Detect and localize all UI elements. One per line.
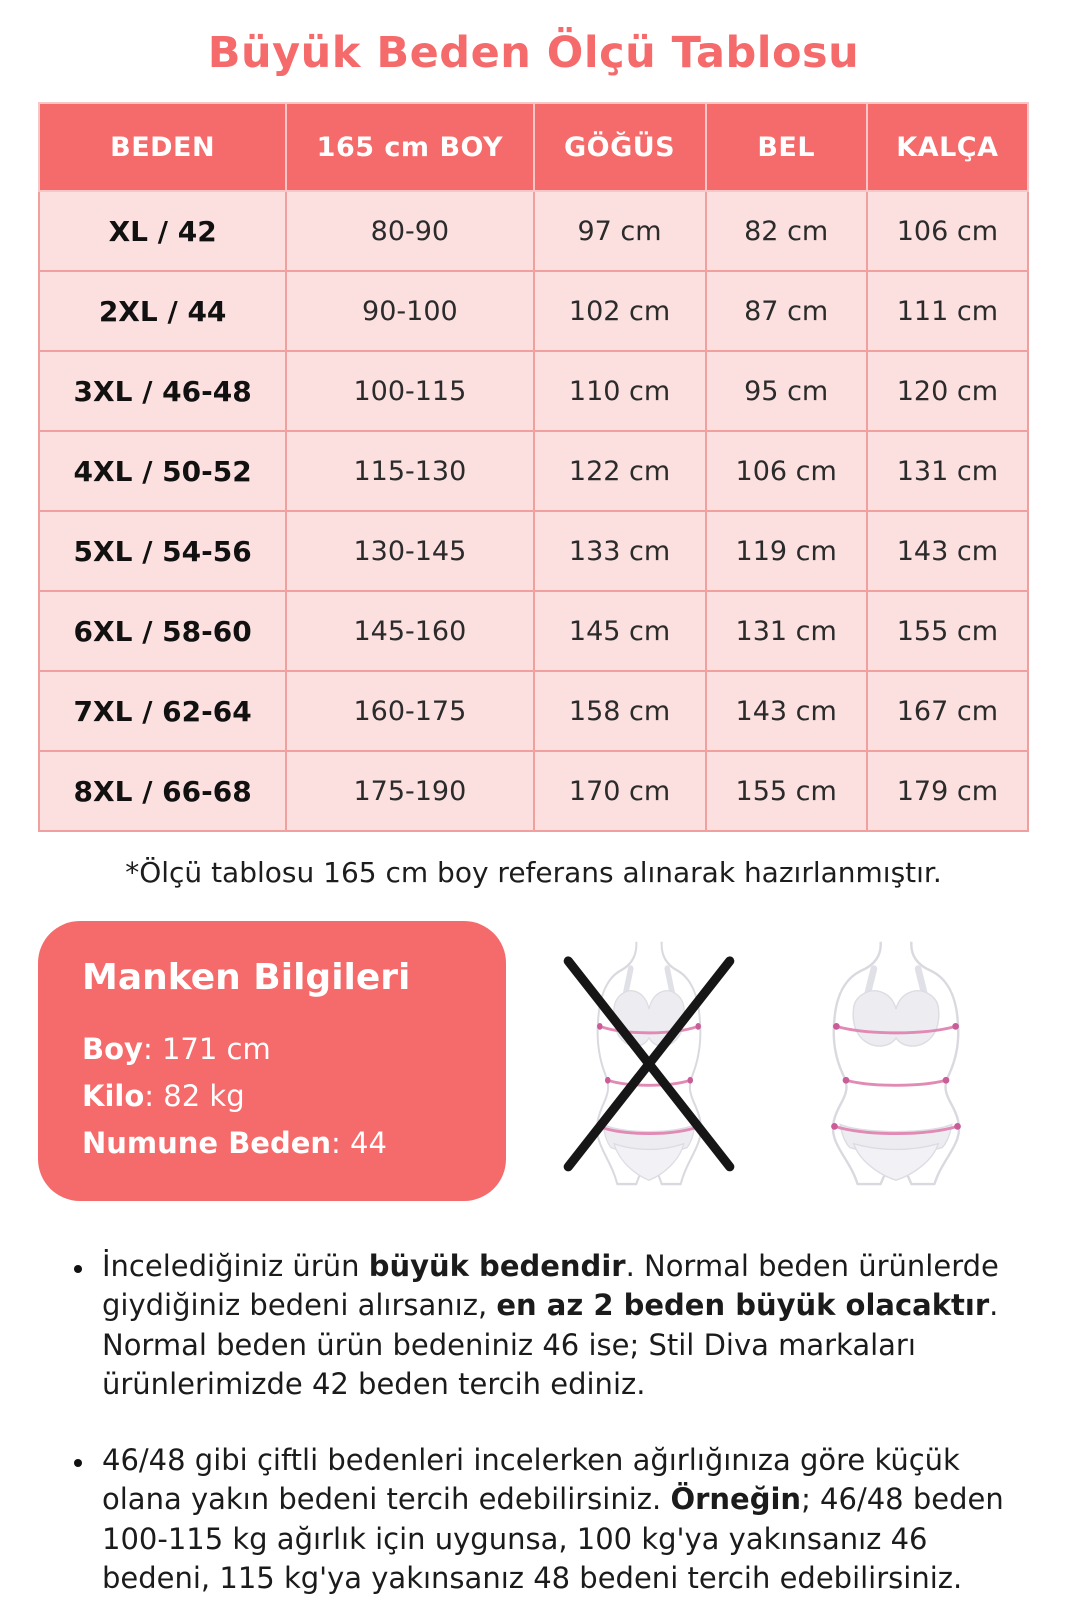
- separator: :: [142, 1032, 162, 1066]
- table-cell: 115-130: [285, 430, 535, 512]
- table-row: 6XL / 58-60 145-160 145 cm 131 cm 155 cm: [37, 590, 1030, 672]
- table-cell: 111 cm: [865, 270, 1030, 352]
- table-cell: 2XL / 44: [37, 270, 288, 352]
- model-field-value: 82 kg: [163, 1078, 245, 1113]
- table-cell: 4XL / 50-52: [37, 430, 288, 512]
- table-cell: 143 cm: [865, 510, 1030, 592]
- table-header-row: BEDEN 165 cm BOY GÖĞÜS BEL KALÇA: [37, 102, 1030, 192]
- model-field-value: 44: [350, 1125, 387, 1160]
- notes-list: İncelediğiniz ürün büyük bedendir. Norma…: [38, 1247, 1029, 1599]
- header-cell-bel: BEL: [704, 102, 868, 192]
- cross-icon: [563, 956, 735, 1172]
- plus-size-body-icon: [782, 936, 1010, 1186]
- table-cell: 155 cm: [865, 590, 1030, 672]
- table-footnote: *Ölçü tablosu 165 cm boy referans alınar…: [125, 856, 942, 889]
- size-table: BEDEN 165 cm BOY GÖĞÜS BEL KALÇA XL / 42…: [37, 102, 1030, 832]
- model-field-label: Boy: [82, 1032, 143, 1066]
- table-cell: 80-90: [285, 190, 535, 272]
- table-cell: 167 cm: [865, 670, 1030, 752]
- model-field-numune-beden: Numune Beden: 44: [82, 1120, 462, 1167]
- table-cell: 110 cm: [532, 350, 707, 432]
- table-cell: 87 cm: [704, 270, 868, 352]
- table-cell: 82 cm: [704, 190, 868, 272]
- model-info-title: Manken Bilgileri: [82, 957, 411, 998]
- wrong-body-figure: [535, 936, 763, 1186]
- table-cell: 3XL / 46-48: [37, 350, 288, 432]
- header-cell-boy: 165 cm BOY: [285, 102, 535, 192]
- header-cell-beden: BEDEN: [37, 102, 288, 192]
- header-cell-kalca: KALÇA: [865, 102, 1030, 192]
- table-cell: 97 cm: [532, 190, 707, 272]
- table-cell: 8XL / 66-68: [37, 750, 288, 832]
- page: Büyük Beden Ölçü Tablosu BEDEN 165 cm BO…: [37, 0, 1030, 1599]
- table-row: 4XL / 50-52 115-130 122 cm 106 cm 131 cm: [37, 430, 1030, 512]
- table-cell: 100-115: [285, 350, 535, 432]
- table-row: 2XL / 44 90-100 102 cm 87 cm 111 cm: [37, 270, 1030, 352]
- model-field-kilo: Kilo: 82 kg: [82, 1073, 462, 1120]
- slim-body-icon: [563, 936, 735, 1186]
- table-cell: 6XL / 58-60: [37, 590, 288, 672]
- table-cell: 170 cm: [532, 750, 707, 832]
- note-item: 46/48 gibi çiftli bedenleri incelerken a…: [96, 1441, 1029, 1599]
- header-cell-gogus: GÖĞÜS: [532, 102, 707, 192]
- table-cell: 131 cm: [704, 590, 868, 672]
- table-row: 3XL / 46-48 100-115 110 cm 95 cm 120 cm: [37, 350, 1030, 432]
- correct-body-figure: [782, 936, 1010, 1186]
- table-cell: 5XL / 54-56: [37, 510, 288, 592]
- model-field-label: Numune Beden: [82, 1125, 332, 1160]
- table-cell: 102 cm: [532, 270, 707, 352]
- table-cell: 122 cm: [532, 430, 707, 512]
- table-row: 5XL / 54-56 130-145 133 cm 119 cm 143 cm: [37, 510, 1030, 592]
- table-row: 7XL / 62-64 160-175 158 cm 143 cm 167 cm: [37, 670, 1030, 752]
- model-info-card: Manken Bilgileri Boy: 171 cm Kilo: 82 kg…: [38, 921, 506, 1201]
- table-cell: 95 cm: [704, 350, 868, 432]
- table-cell: 145-160: [285, 590, 535, 672]
- table-cell: 133 cm: [532, 510, 707, 592]
- model-field-label: Kilo: [82, 1078, 145, 1113]
- table-cell: 7XL / 62-64: [37, 670, 288, 752]
- table-cell: 175-190: [285, 750, 535, 832]
- model-field-boy: Boy: 171 cm: [82, 1026, 462, 1073]
- table-cell: 119 cm: [704, 510, 868, 592]
- note-item: İncelediğiniz ürün büyük bedendir. Norma…: [96, 1247, 1029, 1405]
- table-cell: 131 cm: [865, 430, 1030, 512]
- separator: :: [331, 1125, 351, 1160]
- table-cell: 143 cm: [704, 670, 868, 752]
- model-info-section: Manken Bilgileri Boy: 171 cm Kilo: 82 kg…: [38, 921, 1029, 1201]
- table-cell: 106 cm: [704, 430, 868, 512]
- table-cell: 155 cm: [704, 750, 868, 832]
- table-cell: 158 cm: [532, 670, 707, 752]
- table-cell: 120 cm: [865, 350, 1030, 432]
- table-cell: 145 cm: [532, 590, 707, 672]
- page-title: Büyük Beden Ölçü Tablosu: [207, 28, 860, 78]
- table-cell: 90-100: [285, 270, 535, 352]
- table-row: 8XL / 66-68 175-190 170 cm 155 cm 179 cm: [37, 750, 1030, 832]
- table-cell: 106 cm: [865, 190, 1030, 272]
- table-row: XL / 42 80-90 97 cm 82 cm 106 cm: [37, 190, 1030, 272]
- figures: [506, 936, 1029, 1186]
- separator: :: [144, 1078, 164, 1113]
- table-cell: XL / 42: [37, 190, 288, 272]
- table-cell: 179 cm: [865, 750, 1030, 832]
- table-cell: 130-145: [285, 510, 535, 592]
- model-field-value: 171 cm: [161, 1032, 271, 1066]
- table-cell: 160-175: [285, 670, 535, 752]
